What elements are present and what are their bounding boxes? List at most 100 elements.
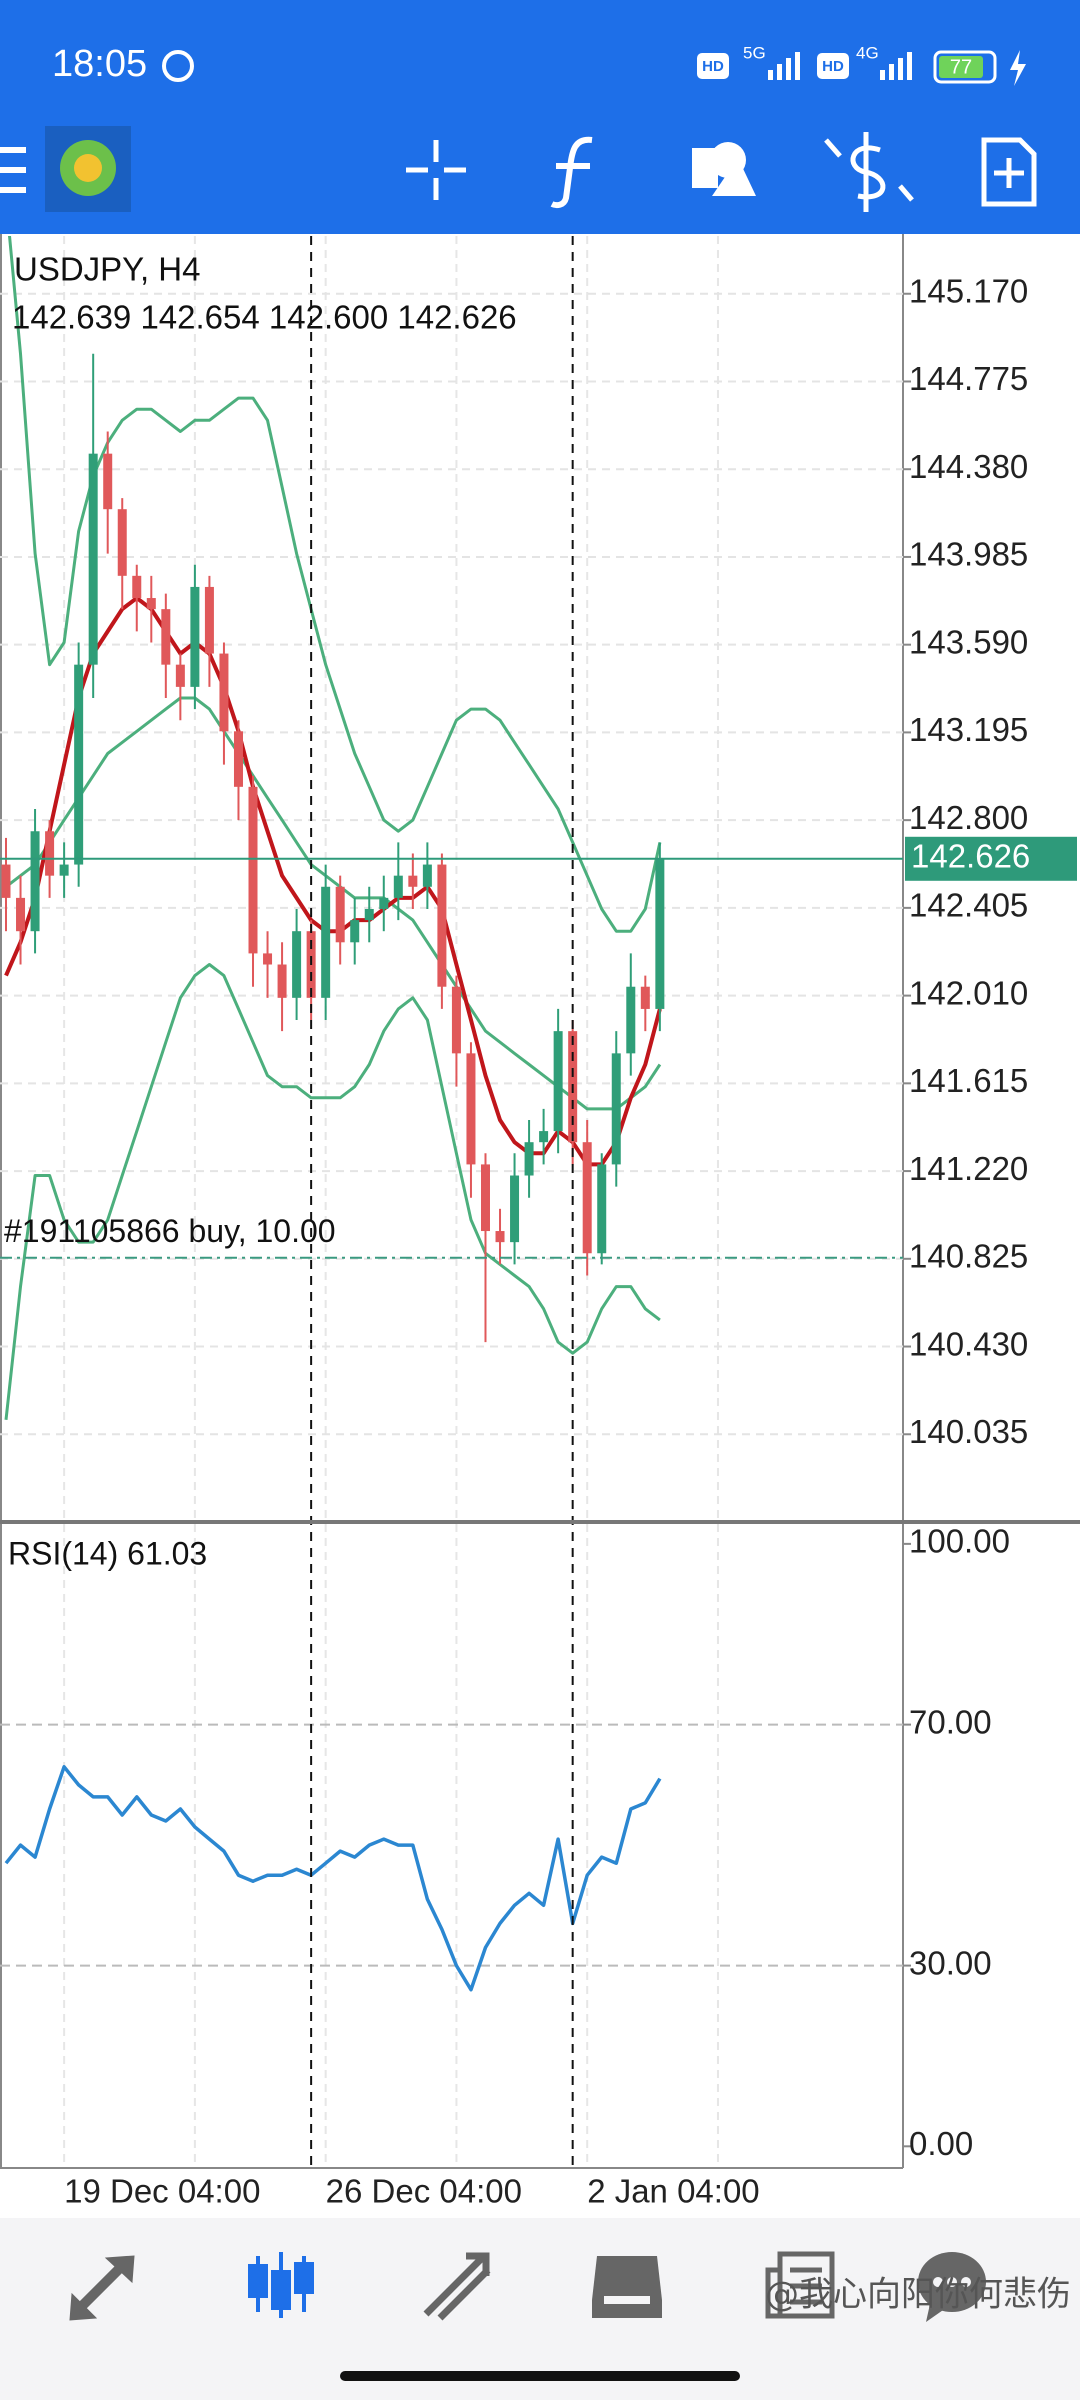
candle-body <box>408 875 418 887</box>
rsi-plot <box>0 1524 903 2168</box>
candle-body <box>59 864 69 876</box>
signal-bars <box>768 52 800 80</box>
x-tick-label: 26 Dec 04:00 <box>326 2173 522 2210</box>
status-time: 18:05 <box>52 43 147 85</box>
x-tick-label: 19 Dec 04:00 <box>64 2173 260 2210</box>
candle-body <box>539 1131 549 1143</box>
candle-body <box>132 575 142 599</box>
candle-body <box>640 986 650 1009</box>
candle-body <box>495 1231 505 1243</box>
candle-body <box>393 875 403 898</box>
watermark: @我心向阳你何悲伤 <box>765 2275 1071 2315</box>
y-tick-label: 0.00 <box>909 2125 973 2162</box>
trade-button[interactable] <box>824 132 914 212</box>
candle-body <box>451 986 461 1054</box>
x-tick-label: 2 Jan 04:00 <box>587 2173 759 2210</box>
candle-body <box>204 586 214 654</box>
candle-body <box>16 897 26 932</box>
price-plot <box>0 236 903 1522</box>
y-tick-label: 140.035 <box>909 1413 1028 1450</box>
hd-label: HD <box>702 58 724 75</box>
order-label: #191105866 buy, 10.00 <box>4 1213 336 1249</box>
candle-body <box>103 453 113 510</box>
y-tick-label: 142.405 <box>909 887 1028 924</box>
candle-body <box>655 858 665 1009</box>
objects-button[interactable] <box>692 142 756 196</box>
candle-body <box>88 453 98 665</box>
candle-body <box>161 609 171 665</box>
candle-body <box>611 1053 621 1165</box>
candle-body <box>1 864 11 898</box>
candle-body <box>379 897 389 909</box>
chart-layer: 145.170 144.775 144.380 143.985 143.590 143.1… <box>0 236 1077 2210</box>
candle-body <box>364 908 374 921</box>
battery <box>933 50 997 84</box>
candle-body <box>510 1175 520 1243</box>
indicator-line <box>4 963 661 1420</box>
y-tick-label: 143.985 <box>909 536 1028 573</box>
charging-icon <box>1010 50 1026 86</box>
quotes-tab[interactable] <box>69 2255 135 2321</box>
header <box>0 0 1080 234</box>
candle-body <box>626 986 636 1054</box>
chat-tab[interactable] <box>918 2252 986 2322</box>
news-tab[interactable] <box>765 2251 835 2319</box>
network-label: 5G <box>743 43 766 62</box>
current-price-label: 142.626 <box>911 838 1030 875</box>
crosshair-button[interactable] <box>406 140 466 200</box>
candle-body <box>248 786 258 954</box>
y-tick-label: 70.00 <box>909 1703 992 1740</box>
candle-body <box>321 886 331 998</box>
candle-body <box>582 1142 592 1254</box>
candle-body <box>350 920 360 943</box>
indicators-button[interactable] <box>550 136 593 209</box>
candle-body <box>175 664 185 687</box>
candle-body <box>524 1142 534 1176</box>
candle-body <box>233 731 243 787</box>
candle-body <box>335 886 345 943</box>
candle-body <box>263 953 273 965</box>
y-tick-label: 100.00 <box>909 1523 1010 1560</box>
history-tab[interactable] <box>592 2256 662 2318</box>
chart-title: RSI(14) 61.03 <box>8 1535 207 1571</box>
y-tick-label: 140.430 <box>909 1325 1028 1362</box>
battery-label: 77 <box>950 56 972 78</box>
y-tick-label: 144.380 <box>909 448 1028 485</box>
hd-badge <box>817 53 849 79</box>
rsi-line <box>4 1765 662 1992</box>
logo-center <box>74 154 102 182</box>
y-tick-label: 144.775 <box>909 360 1028 397</box>
indicator-line <box>8 236 662 933</box>
candle-body <box>597 1164 607 1254</box>
battery-level <box>939 56 983 78</box>
hd-badge <box>697 53 729 79</box>
y-tick-label: 142.010 <box>909 974 1028 1011</box>
bottom-nav <box>0 2218 1080 2400</box>
candle-body <box>422 864 432 887</box>
signal-bars <box>880 52 912 80</box>
current-price-box <box>905 836 1077 881</box>
candle-body <box>466 1053 476 1165</box>
new-order-button[interactable] <box>981 137 1037 207</box>
hd-label: HD <box>822 58 844 75</box>
y-tick-label: 143.590 <box>909 623 1028 660</box>
home-indicator <box>340 2371 740 2381</box>
y-tick-label: 142.800 <box>909 799 1028 836</box>
menu-button[interactable] <box>0 147 26 193</box>
candle-body <box>190 586 200 687</box>
candle-body <box>292 931 302 998</box>
y-tick-label: 140.825 <box>909 1238 1028 1275</box>
candle-body <box>480 1164 490 1232</box>
candle-body <box>219 653 229 732</box>
y-tick-label: 141.220 <box>909 1150 1028 1187</box>
chart-title: USDJPY, H4 <box>14 251 200 288</box>
candle-body <box>74 664 84 865</box>
y-tick-label: 145.170 <box>909 272 1028 309</box>
candle-body <box>45 831 55 876</box>
trade-tab[interactable] <box>423 2252 491 2321</box>
candle-body <box>553 1031 563 1132</box>
chart-tab[interactable] <box>248 2252 314 2318</box>
candle-body <box>437 864 447 987</box>
